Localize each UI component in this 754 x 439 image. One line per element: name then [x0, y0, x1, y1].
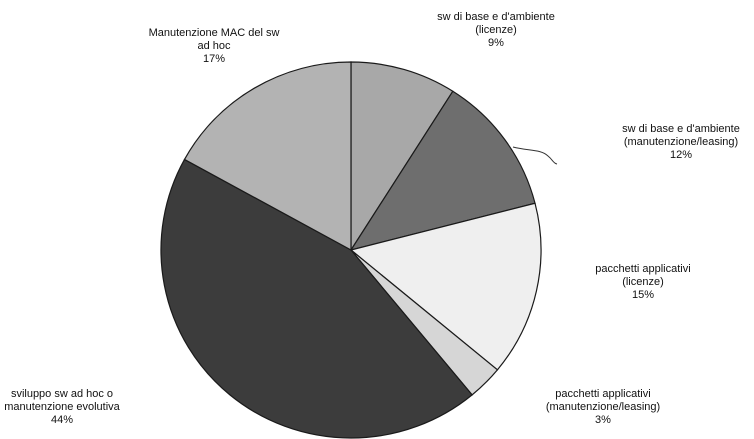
slice-label-line: Manutenzione MAC del sw	[149, 27, 280, 39]
slice-percent: 9%	[488, 37, 504, 49]
slice-label-line: (licenze)	[475, 24, 517, 36]
slice-percent: 3%	[595, 414, 611, 426]
slice-label-4: pacchetti applicativi (manutenzione/leasi…	[546, 388, 660, 426]
pie-slices	[160, 61, 542, 439]
slice-label-6: Manutenzione MAC del sw ad hoc 17%	[149, 27, 280, 65]
slice-label-line: (manutenzione/leasing)	[546, 401, 660, 413]
slice-label-line: pacchetti applicativi	[595, 263, 690, 275]
slice-label-line: ad hoc	[197, 40, 231, 52]
slice-percent: 15%	[632, 289, 654, 301]
slice-label-line: (manutenzione/leasing)	[624, 136, 738, 148]
slice-label-line: sviluppo sw ad hoc o	[11, 388, 113, 400]
slice-label-line: sw di base e d'ambiente	[437, 11, 555, 23]
pie-slice-3	[349, 202, 542, 371]
slice-label-5: sviluppo sw ad hoc o manutenzione evoluti…	[4, 388, 120, 426]
leader-line	[512, 146, 558, 165]
slice-percent: 44%	[51, 414, 73, 426]
slice-label-line: (licenze)	[622, 276, 664, 288]
pie-slice-2	[349, 90, 536, 251]
slice-label-3: pacchetti applicativi (licenze) 15%	[595, 263, 690, 301]
slice-label-line: manutenzione evolutiva	[4, 401, 120, 413]
slice-label-line: sw di base e d'ambiente	[622, 123, 740, 135]
pie-slice-5	[160, 158, 473, 439]
pie-slice-1	[350, 61, 454, 253]
slice-percent: 17%	[203, 53, 225, 65]
slice-percent: 12%	[670, 149, 692, 161]
slice-label-2: sw di base e d'ambiente (manutenzione/lea…	[622, 123, 740, 161]
pie-slice-6	[183, 61, 352, 252]
slice-label-1: sw di base e d'ambiente (licenze) 9%	[437, 11, 555, 49]
pie-labels: sw di base e d'ambiente (licenze) 9%sw di …	[4, 11, 740, 426]
slice-label-line: pacchetti applicativi	[555, 388, 650, 400]
